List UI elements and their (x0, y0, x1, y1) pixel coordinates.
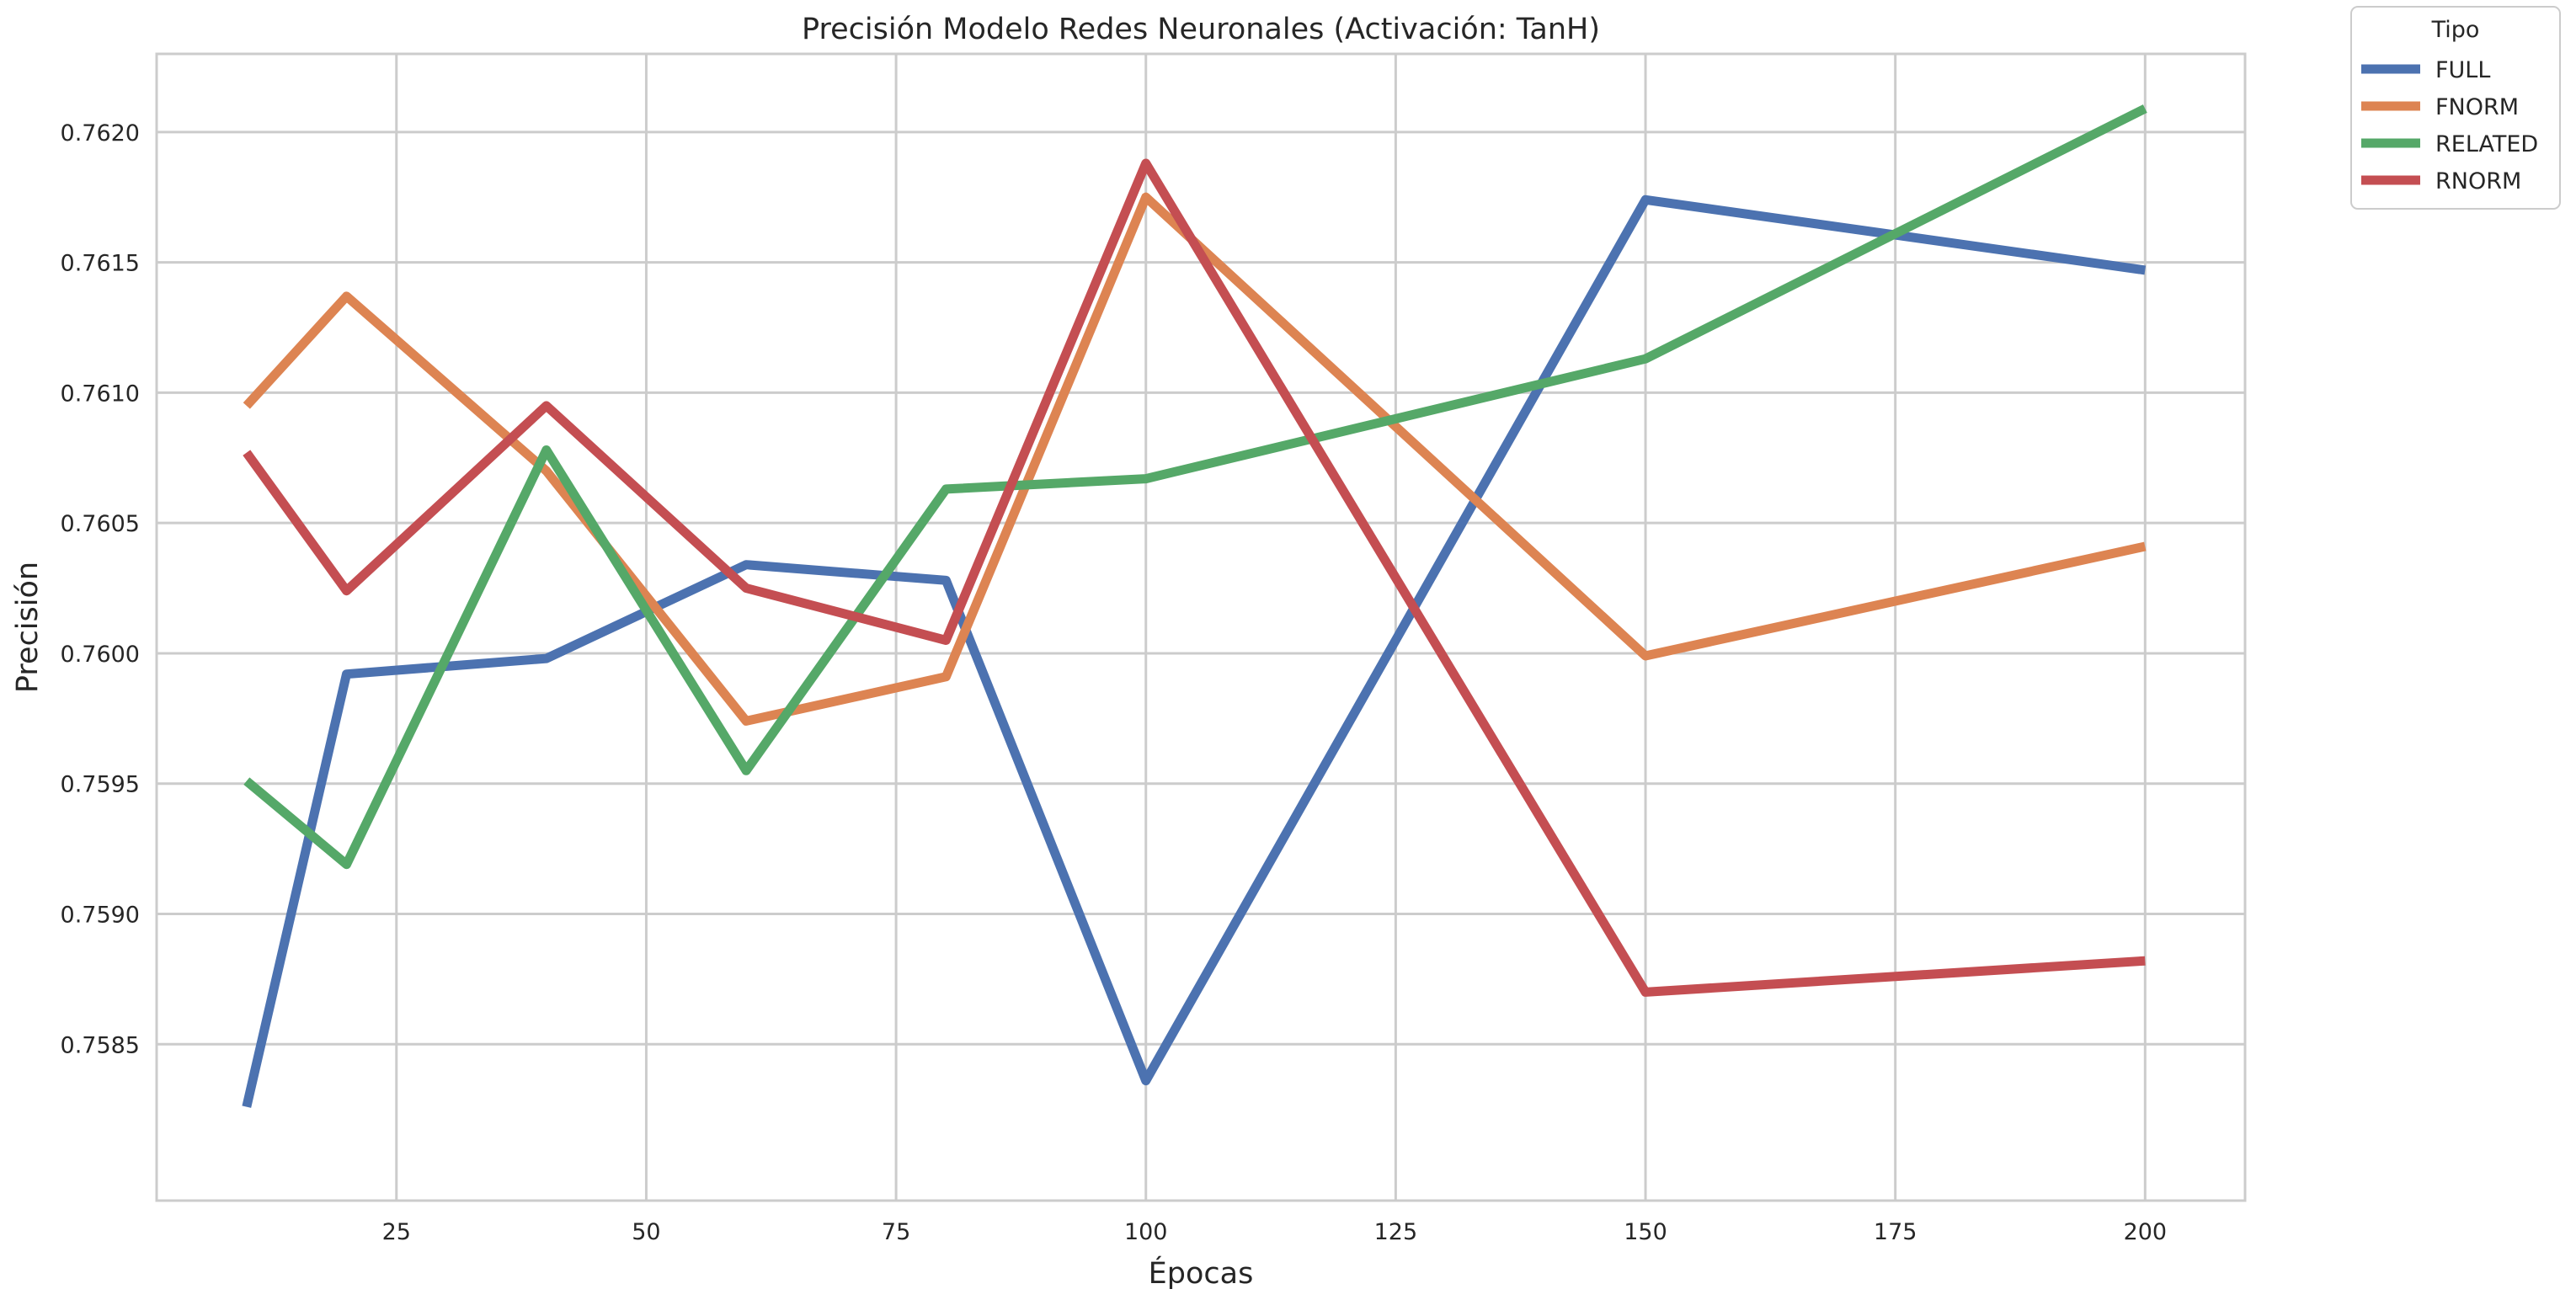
y-tick-labels: 0.7585 0.7590 0.7595 0.7600 0.7605 0.7610 0.76… (61, 120, 140, 1058)
y-tick-label: 0.7585 (61, 1032, 140, 1058)
x-tick-label: 75 (882, 1219, 910, 1245)
legend-label-related: RELATED (2435, 131, 2538, 157)
y-tick-label: 0.7600 (61, 642, 140, 668)
y-tick-label: 0.7615 (61, 251, 140, 277)
legend-box (2350, 6, 2561, 210)
chart-title: Precisión Modelo Redes Neuronales (Activ… (802, 13, 1600, 46)
y-tick-label: 0.7605 (61, 511, 140, 537)
series-lines (242, 104, 2147, 1108)
legend: Tipo FULL FNORM RELATED RNORM (2350, 6, 2561, 210)
x-tick-label: 100 (1124, 1219, 1168, 1245)
plot-frame (155, 52, 2247, 1202)
x-tick-label: 50 (632, 1219, 660, 1245)
series-line-full (242, 194, 2147, 1108)
legend-items: FULL FNORM RELATED RNORM (2361, 57, 2538, 194)
x-axis-label: Épocas (1149, 1255, 1254, 1291)
y-tick-label: 0.7610 (61, 381, 140, 407)
x-tick-label: 25 (382, 1219, 411, 1245)
x-tick-label: 125 (1374, 1219, 1418, 1245)
x-tick-label: 150 (1624, 1219, 1667, 1245)
y-tick-label: 0.7620 (61, 120, 140, 146)
y-tick-label: 0.7590 (61, 903, 140, 929)
legend-label-rnorm: RNORM (2435, 168, 2521, 194)
legend-title: Tipo (2431, 17, 2480, 43)
x-tick-label: 200 (2124, 1219, 2168, 1245)
legend-label-full: FULL (2435, 57, 2490, 83)
x-tick-label: 175 (1874, 1219, 1917, 1245)
legend-label-fnorm: FNORM (2435, 94, 2519, 120)
y-axis-label: Precisión (11, 562, 45, 693)
y-tick-label: 0.7595 (61, 772, 140, 798)
series-line-related (243, 104, 2147, 870)
x-tick-labels: 25 50 75 100 125 150 175 200 (382, 1219, 2168, 1245)
series-line-rnorm (243, 158, 2146, 997)
series-line-fnorm (243, 192, 2147, 726)
